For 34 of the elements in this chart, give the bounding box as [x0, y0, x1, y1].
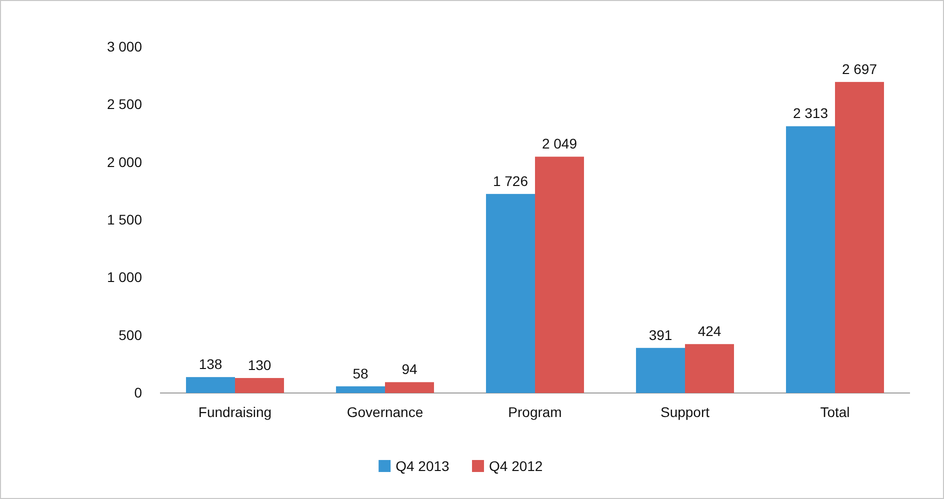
bar: [336, 386, 385, 393]
y-tick-label: 3 000: [106, 38, 142, 54]
x-tick-label: Program: [508, 404, 562, 420]
y-tick-label: 1 500: [106, 211, 142, 228]
data-label: 138: [198, 356, 222, 372]
x-tick-label: Support: [660, 404, 710, 420]
data-label: 94: [402, 361, 418, 378]
data-label: 2 049: [542, 136, 578, 152]
y-tick-label: 2 000: [106, 154, 142, 170]
bar: [835, 82, 884, 393]
y-tick-label: 2 500: [106, 96, 142, 112]
data-label: 424: [698, 323, 722, 340]
y-tick-label: 0: [134, 384, 142, 400]
x-tick-label: Governance: [346, 404, 424, 420]
bar: [186, 377, 235, 393]
bar: [636, 348, 685, 393]
bar: [685, 344, 734, 393]
x-tick-label: Total: [820, 404, 850, 420]
bar: [235, 378, 284, 393]
data-label: 130: [248, 357, 272, 374]
data-label: 1 726: [492, 172, 528, 189]
legend-label: Q4 2013: [396, 458, 450, 474]
data-label: 58: [352, 365, 368, 382]
bar: [385, 382, 434, 393]
bar: [786, 126, 835, 393]
y-tick-label: 500: [118, 326, 142, 343]
data-label: 391: [648, 326, 672, 343]
bar: [486, 194, 535, 393]
y-tick-label: 1 000: [106, 269, 142, 286]
bar: [535, 156, 584, 393]
data-label: 2 313: [792, 105, 828, 122]
x-tick-label: Fundraising: [198, 404, 272, 420]
legend-label: Q4 2012: [489, 458, 543, 474]
data-label: 2 697: [842, 60, 878, 77]
